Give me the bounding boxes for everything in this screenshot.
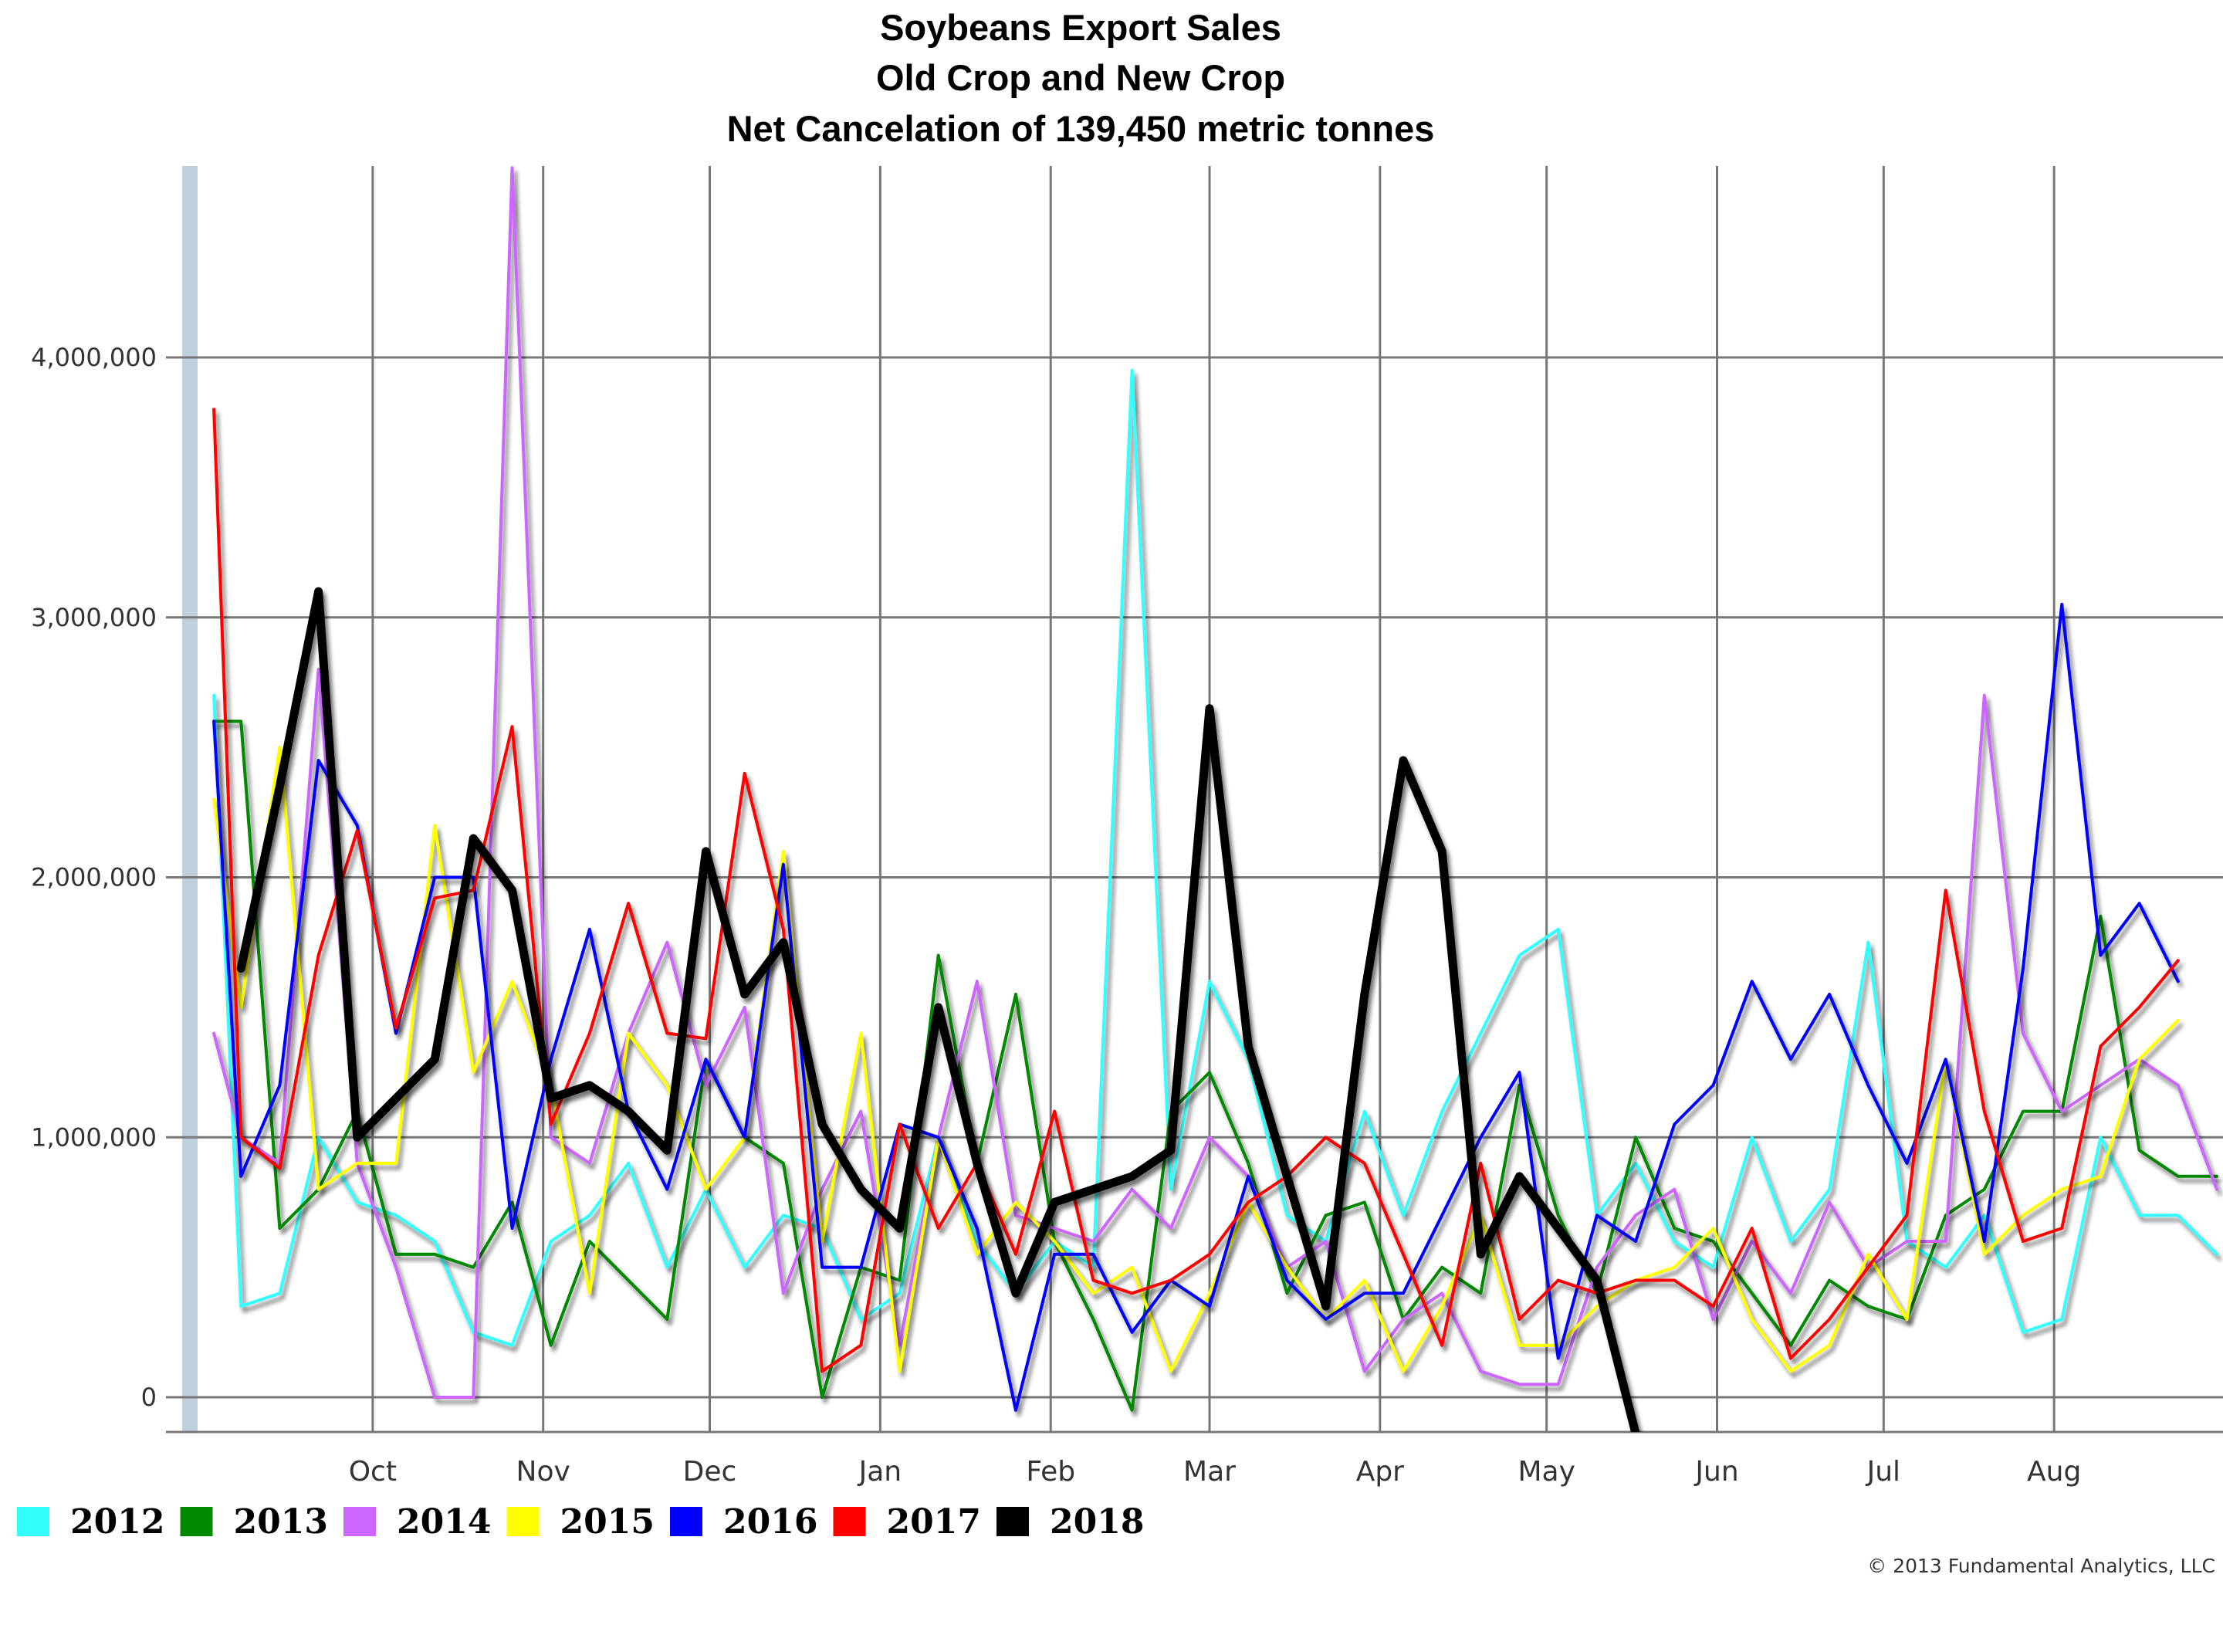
y-tick-label-1000000: 1,000,000 — [31, 1122, 157, 1152]
legend-label-2014: 2014 — [397, 1502, 491, 1542]
legend-swatch-2014 — [343, 1507, 376, 1536]
x-axis-ticks: Oct Nov Dec Jan Feb Mar Apr May Jun Jul Aug — [349, 1456, 2082, 1488]
y-tick-label-4000000: 4,000,000 — [31, 343, 157, 372]
series-line-2016 — [212, 602, 2180, 1412]
x-tick-label-mar: Mar — [1183, 1456, 1236, 1488]
data-series — [212, 166, 2218, 1432]
chart-title-line-1: Soybeans Export Sales — [880, 7, 1281, 48]
legend-swatch-2017 — [833, 1507, 866, 1536]
legend-swatch-2012 — [17, 1507, 49, 1536]
legend-item-2012[interactable]: 2012 — [17, 1502, 164, 1542]
y-axis-ticks: 0 1,000,000 2,000,000 3,000,000 4,000,000 — [31, 343, 157, 1412]
legend-item-2018[interactable]: 2018 — [996, 1502, 1144, 1542]
legend-label-2015: 2015 — [560, 1502, 655, 1542]
legend-item-2014[interactable]: 2014 — [343, 1502, 491, 1542]
x-tick-label-oct: Oct — [349, 1456, 397, 1488]
y-tick-label-3000000: 3,000,000 — [31, 603, 157, 632]
legend-item-2015[interactable]: 2015 — [506, 1502, 655, 1542]
series-line-2018 — [236, 587, 1640, 1432]
x-tick-label-jul: Jul — [1866, 1456, 1900, 1488]
chart-title: Soybeans Export Sales Old Crop and New C… — [727, 7, 1435, 149]
legend-swatch-2016 — [670, 1507, 702, 1536]
series-line-2014 — [212, 166, 2218, 1399]
x-tick-label-apr: Apr — [1356, 1456, 1404, 1488]
x-tick-label-nov: Nov — [516, 1456, 570, 1488]
series-line-2015 — [212, 746, 2180, 1373]
x-tick-label-dec: Dec — [683, 1456, 737, 1488]
legend-swatch-2018 — [996, 1507, 1029, 1536]
x-tick-label-feb: Feb — [1026, 1456, 1075, 1488]
y-tick-label-2000000: 2,000,000 — [31, 863, 157, 892]
legend-label-2013: 2013 — [234, 1502, 328, 1542]
legend-item-2013[interactable]: 2013 — [180, 1502, 328, 1542]
x-tick-label-jan: Jan — [858, 1456, 902, 1488]
series-line-2012 — [212, 368, 2218, 1347]
copyright-credit: © 2013 Fundamental Analytics, LLC — [1867, 1555, 2215, 1577]
legend-label-2017: 2017 — [887, 1502, 981, 1542]
series-line-2017 — [212, 408, 2180, 1373]
x-tick-label-may: May — [1518, 1456, 1575, 1488]
y-tick-label-0: 0 — [141, 1383, 157, 1412]
chart-title-line-3: Net Cancelation of 139,450 metric tonnes — [727, 108, 1435, 149]
legend-label-2012: 2012 — [70, 1502, 164, 1542]
legend-item-2016[interactable]: 2016 — [670, 1502, 817, 1542]
x-tick-label-aug: Aug — [2027, 1456, 2081, 1488]
legend-swatch-2015 — [506, 1507, 540, 1536]
legend-label-2016: 2016 — [723, 1502, 817, 1542]
legend-label-2018: 2018 — [1050, 1502, 1144, 1542]
legend-swatch-2013 — [180, 1507, 213, 1536]
y-axis-bar — [182, 166, 198, 1432]
x-tick-label-jun: Jun — [1693, 1456, 1738, 1488]
chart-title-line-2: Old Crop and New Crop — [876, 57, 1285, 98]
series-line-2013 — [212, 719, 2218, 1412]
legend-item-2017[interactable]: 2017 — [833, 1502, 981, 1542]
legend[interactable]: 2012 2013 2014 2015 2016 2017 2018 — [17, 1502, 1144, 1542]
